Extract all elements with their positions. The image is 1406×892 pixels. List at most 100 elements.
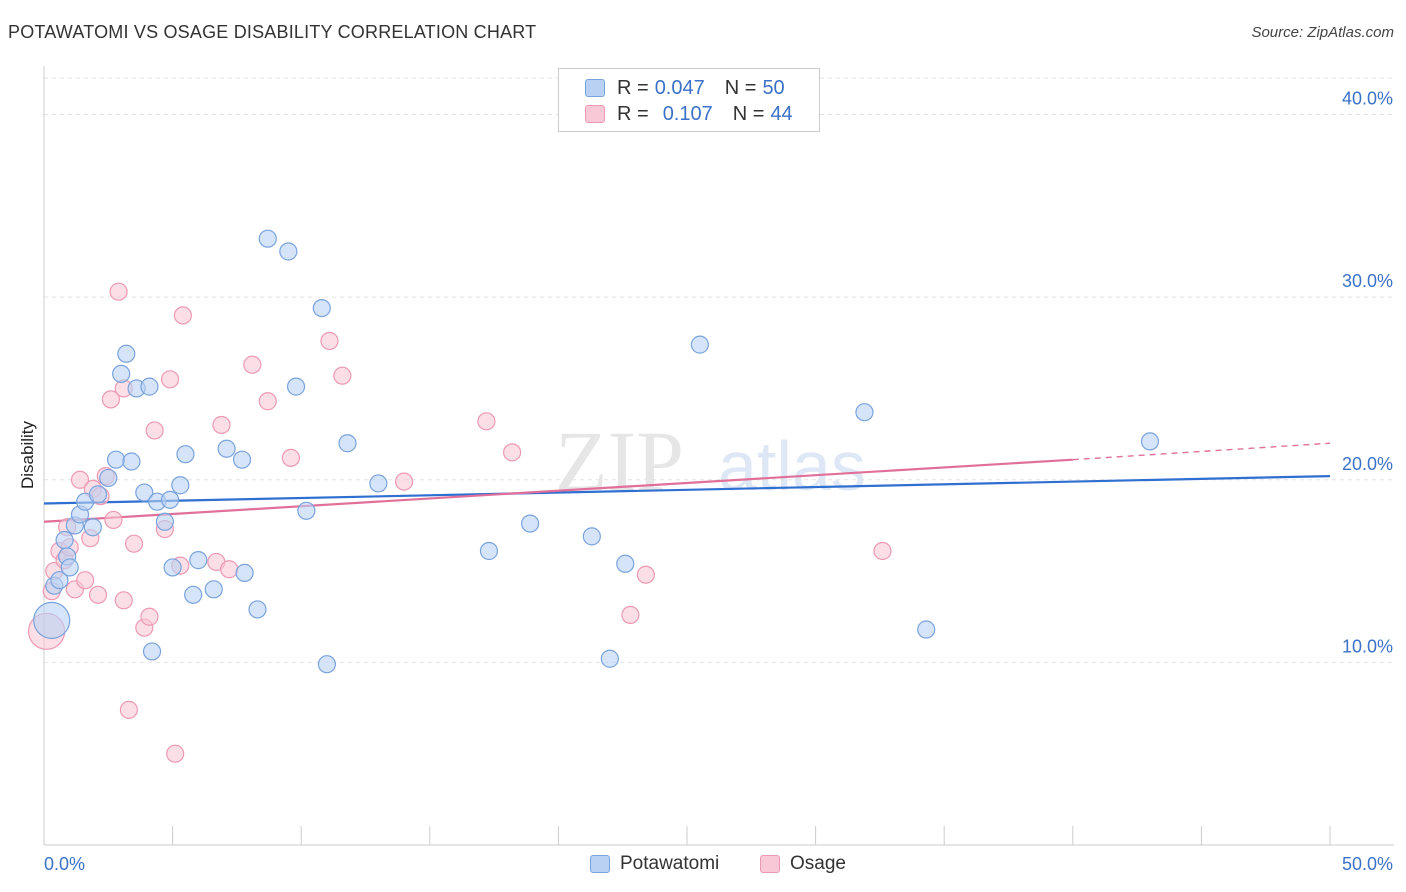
chart-title: POTAWATOMI VS OSAGE DISABILITY CORRELATI… bbox=[8, 22, 537, 42]
potawatomi-point bbox=[1140, 432, 1160, 451]
potawatomi-point bbox=[163, 558, 182, 577]
osage-point bbox=[320, 331, 339, 351]
x-tick-label: 0.0% bbox=[44, 854, 85, 874]
potawatomi-point bbox=[99, 468, 118, 488]
potawatomi-point bbox=[33, 601, 71, 639]
potawatomi-point bbox=[112, 364, 131, 383]
osage-point bbox=[76, 571, 95, 590]
legend-item-osage: Osage bbox=[760, 852, 846, 876]
potawatomi-point bbox=[140, 377, 159, 396]
osage-point bbox=[166, 744, 185, 763]
osage-point bbox=[109, 282, 128, 301]
osage-point bbox=[220, 560, 239, 579]
potawatomi-point bbox=[917, 620, 936, 639]
potawatomi-point bbox=[60, 558, 79, 577]
y-tick-label: 30.0% bbox=[1342, 271, 1393, 291]
y-tick-label: 40.0% bbox=[1342, 89, 1393, 109]
potawatomi-point bbox=[135, 483, 154, 502]
potawatomi-point bbox=[171, 476, 190, 495]
osage-point bbox=[212, 415, 231, 435]
stats-legend-row-osage: R = 0.107 N = 44 bbox=[585, 101, 793, 127]
potawatomi-point bbox=[83, 518, 102, 537]
osage-point bbox=[140, 607, 159, 626]
potawatomi-point bbox=[338, 434, 357, 453]
potawatomi-point bbox=[479, 541, 499, 561]
n-value: 44 bbox=[770, 102, 793, 125]
osage-point bbox=[394, 472, 414, 491]
potawatomi-point bbox=[160, 490, 180, 509]
potawatomi-point bbox=[286, 377, 306, 396]
osage-point bbox=[101, 390, 120, 409]
watermark: ZIP atlas bbox=[555, 413, 866, 509]
potawatomi-swatch bbox=[585, 79, 605, 97]
r-value: 0.047 bbox=[654, 76, 705, 99]
potawatomi-point bbox=[855, 403, 874, 422]
n-label: N = bbox=[724, 76, 757, 99]
osage-point bbox=[333, 366, 352, 385]
y-tick-label: 10.0% bbox=[1342, 636, 1393, 656]
potawatomi-point bbox=[184, 585, 203, 604]
r-label: R = bbox=[617, 76, 649, 99]
potawatomi-point bbox=[369, 474, 388, 493]
potawatomi-point bbox=[582, 527, 601, 546]
osage-point bbox=[281, 448, 301, 467]
potawatomi-trend-line bbox=[43, 475, 1331, 505]
potawatomi-point bbox=[142, 642, 162, 661]
source-label: Source: ZipAtlas.com bbox=[1251, 24, 1394, 41]
osage-trend-extension bbox=[1072, 442, 1331, 461]
stats-legend: R = 0.047 N = 50 R = 0.107 N = 44 bbox=[558, 68, 820, 132]
y-axis-label: Disability bbox=[18, 420, 37, 490]
potawatomi-point bbox=[258, 229, 277, 248]
potawatomi-point bbox=[155, 512, 174, 531]
osage-point bbox=[243, 355, 262, 374]
watermark-atlas: atlas bbox=[718, 427, 866, 505]
osage-point bbox=[114, 591, 133, 610]
potawatomi-point bbox=[521, 514, 540, 533]
legend-label: Osage bbox=[790, 853, 846, 874]
osage-point bbox=[873, 541, 892, 561]
potawatomi-point bbox=[312, 299, 331, 318]
legend-label: Potawatomi bbox=[620, 853, 720, 874]
n-label: N = bbox=[732, 102, 765, 125]
potawatomi-point bbox=[279, 242, 298, 261]
osage-trend-line bbox=[43, 458, 1073, 523]
osage-legend-swatch bbox=[760, 855, 780, 873]
potawatomi-point bbox=[204, 580, 223, 599]
watermark-zip: ZIP bbox=[555, 413, 684, 509]
r-value: 0.107 bbox=[662, 102, 713, 125]
potawatomi-point bbox=[600, 649, 619, 668]
r-label: R = bbox=[617, 102, 649, 125]
osage-point bbox=[621, 605, 640, 625]
osage-point bbox=[145, 421, 164, 440]
potawatomi-point bbox=[176, 445, 195, 464]
osage-point bbox=[124, 534, 144, 553]
potawatomi-point bbox=[55, 530, 74, 550]
osage-point bbox=[160, 370, 180, 389]
osage-swatch bbox=[585, 105, 605, 123]
potawatomi-point bbox=[690, 335, 709, 354]
osage-point bbox=[503, 443, 522, 462]
potawatomi-legend-swatch bbox=[590, 855, 610, 873]
osage-point bbox=[258, 392, 277, 411]
potawatomi-point bbox=[235, 563, 254, 582]
stats-legend-row-potawatomi: R = 0.047 N = 50 bbox=[585, 75, 785, 101]
potawatomi-point bbox=[50, 571, 69, 590]
potawatomi-point bbox=[88, 485, 108, 504]
osage-point bbox=[88, 585, 108, 604]
potawatomi-point bbox=[122, 452, 141, 471]
n-value: 50 bbox=[762, 76, 785, 99]
potawatomi-point bbox=[189, 551, 208, 570]
potawatomi-point bbox=[106, 450, 126, 469]
potawatomi-point bbox=[616, 554, 635, 573]
y-tick-label: 20.0% bbox=[1342, 454, 1393, 474]
osage-point bbox=[70, 470, 90, 489]
potawatomi-point bbox=[248, 600, 267, 619]
potawatomi-point bbox=[317, 655, 337, 674]
legend-item-potawatomi: Potawatomi bbox=[590, 852, 719, 876]
potawatomi-point bbox=[217, 439, 236, 458]
osage-point bbox=[104, 510, 123, 530]
potawatomi-point bbox=[232, 450, 252, 469]
potawatomi-point bbox=[117, 344, 136, 363]
osage-point bbox=[477, 412, 496, 431]
